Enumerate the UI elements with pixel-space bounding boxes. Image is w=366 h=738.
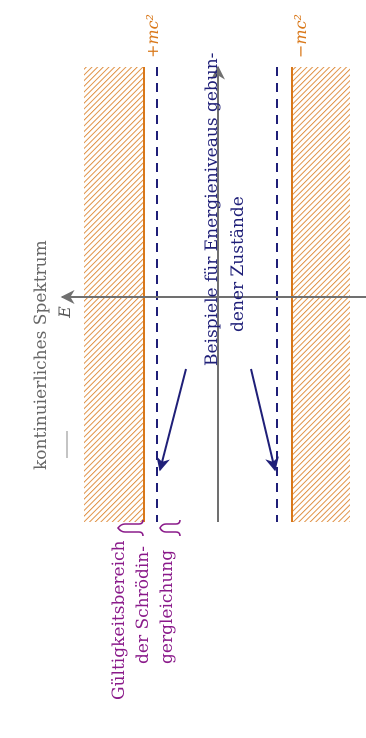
validity-label-line1: Gültigkeitsbereich (109, 540, 129, 700)
plus-mc2-label: +mc² (143, 14, 162, 58)
minus-mc2-label: −mc² (291, 14, 310, 58)
upper-continuum-region (84, 67, 144, 522)
lower-continuum-region (292, 67, 350, 522)
validity-brace-lower (159, 519, 181, 537)
energy-axis-label: E (55, 306, 74, 319)
validity-label-line2: der Schrödin- (133, 546, 153, 664)
validity-label-line3: gergleichung (157, 550, 177, 664)
bound-states-label-line2: dener Zustände (228, 196, 248, 332)
arrow-to-upper-level (156, 368, 187, 472)
spectrum-label: kontinuierliches Spektrum (31, 240, 51, 470)
validity-brace-upper (116, 519, 144, 537)
bound-states-label-line1: Beispiele für Energieniveaus gebun- (202, 53, 222, 366)
arrow-to-lower-level (250, 368, 279, 472)
